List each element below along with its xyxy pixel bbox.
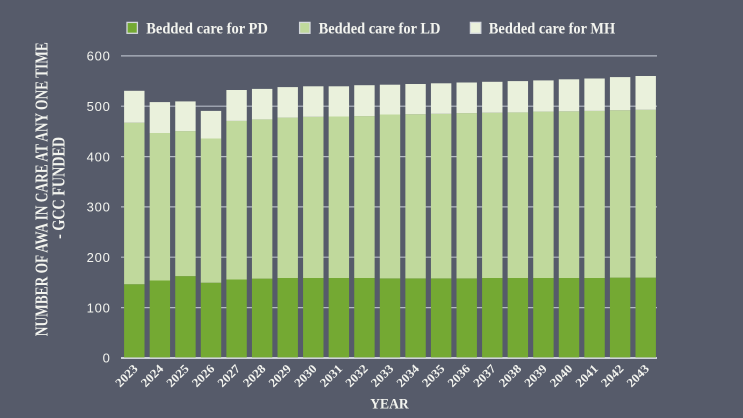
svg-text:600: 600	[87, 49, 111, 64]
svg-text:Bedded care for PD: Bedded care for PD	[146, 21, 268, 38]
svg-text:NUMBER OF AWA IN CARE AT ANY O: NUMBER OF AWA IN CARE AT ANY ONE TIME	[32, 42, 52, 336]
svg-text:0: 0	[103, 351, 111, 366]
svg-text:Bedded care for LD: Bedded care for LD	[319, 21, 441, 38]
svg-text:Bedded care for MH: Bedded care for MH	[489, 21, 615, 38]
svg-text:100: 100	[87, 300, 111, 315]
svg-text:300: 300	[87, 200, 111, 215]
svg-text:- GCC FUNDED: - GCC FUNDED	[49, 137, 69, 239]
svg-text:500: 500	[87, 99, 111, 114]
svg-text:400: 400	[87, 149, 111, 164]
svg-text:200: 200	[87, 250, 111, 265]
svg-text:YEAR: YEAR	[370, 396, 409, 412]
